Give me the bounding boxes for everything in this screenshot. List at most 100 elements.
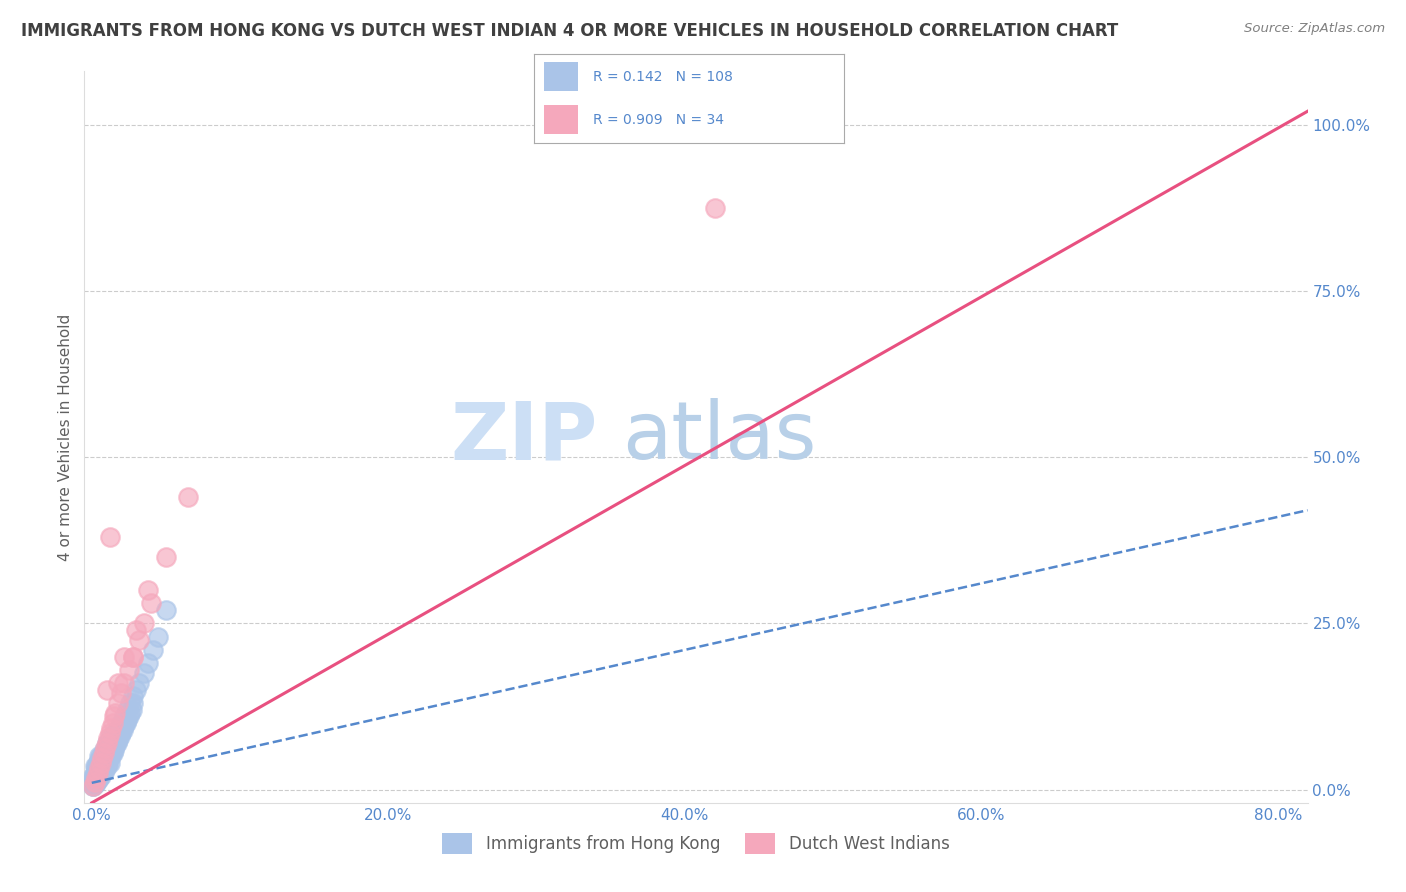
Point bbox=[96, 749, 118, 764]
Point bbox=[120, 696, 142, 710]
Point bbox=[103, 742, 125, 756]
Point bbox=[107, 723, 129, 737]
Point bbox=[96, 759, 118, 773]
Point bbox=[112, 676, 135, 690]
Point bbox=[142, 643, 165, 657]
Point bbox=[98, 726, 121, 740]
Point bbox=[108, 729, 131, 743]
Point bbox=[128, 676, 150, 690]
Point bbox=[90, 753, 112, 767]
Point bbox=[155, 603, 177, 617]
Point bbox=[100, 722, 122, 736]
Point bbox=[97, 731, 120, 745]
Point bbox=[90, 763, 112, 777]
Point bbox=[104, 739, 127, 754]
Point bbox=[84, 759, 107, 773]
Point bbox=[98, 756, 121, 770]
Point bbox=[118, 663, 141, 677]
Point bbox=[100, 749, 122, 764]
Point bbox=[91, 759, 114, 773]
Point bbox=[89, 765, 111, 780]
Point bbox=[90, 763, 112, 777]
Point bbox=[84, 771, 107, 785]
Point bbox=[94, 763, 117, 777]
Point bbox=[89, 749, 111, 764]
Point bbox=[97, 739, 120, 754]
Point bbox=[98, 530, 121, 544]
Point bbox=[122, 649, 145, 664]
Point bbox=[155, 549, 177, 564]
Point bbox=[84, 769, 107, 783]
Point bbox=[104, 729, 127, 743]
Point bbox=[97, 746, 120, 760]
Point bbox=[93, 749, 115, 764]
Point bbox=[93, 756, 115, 770]
Text: R = 0.142   N = 108: R = 0.142 N = 108 bbox=[593, 70, 733, 84]
Point bbox=[89, 763, 111, 777]
Y-axis label: 4 or more Vehicles in Household: 4 or more Vehicles in Household bbox=[58, 313, 73, 561]
Point bbox=[83, 776, 105, 790]
Point bbox=[148, 630, 170, 644]
Point bbox=[84, 772, 107, 787]
Text: R = 0.909   N = 34: R = 0.909 N = 34 bbox=[593, 112, 724, 127]
Point bbox=[93, 764, 115, 778]
Bar bbox=[544, 62, 578, 91]
Point bbox=[96, 749, 118, 764]
Point bbox=[101, 716, 124, 731]
Point bbox=[82, 772, 104, 787]
Point bbox=[101, 736, 124, 750]
Point bbox=[107, 732, 129, 747]
Point bbox=[118, 709, 141, 723]
Point bbox=[104, 726, 127, 740]
Point bbox=[105, 726, 128, 740]
Point bbox=[91, 756, 114, 770]
Point bbox=[128, 632, 150, 647]
Point bbox=[83, 777, 105, 791]
Point bbox=[115, 716, 138, 731]
Point bbox=[83, 774, 105, 789]
Point bbox=[107, 696, 129, 710]
Point bbox=[125, 682, 148, 697]
Point bbox=[86, 765, 108, 780]
Point bbox=[82, 769, 104, 783]
Bar bbox=[544, 105, 578, 134]
Point bbox=[83, 759, 105, 773]
Point bbox=[96, 682, 118, 697]
Point bbox=[117, 703, 139, 717]
Point bbox=[91, 749, 114, 764]
Point bbox=[100, 739, 122, 754]
Point bbox=[103, 732, 125, 747]
Point bbox=[125, 623, 148, 637]
Point bbox=[89, 761, 111, 775]
Point bbox=[91, 750, 114, 764]
Point bbox=[93, 746, 115, 760]
Point bbox=[83, 765, 105, 780]
Point bbox=[82, 776, 104, 790]
Point bbox=[86, 763, 108, 777]
Point bbox=[86, 769, 108, 783]
Point bbox=[100, 739, 122, 754]
Point bbox=[86, 769, 108, 783]
Point bbox=[136, 582, 159, 597]
Point bbox=[132, 616, 155, 631]
Point bbox=[84, 772, 107, 787]
Point bbox=[83, 774, 105, 789]
Point bbox=[84, 763, 107, 777]
Point bbox=[90, 749, 112, 764]
Point bbox=[105, 736, 128, 750]
Point bbox=[98, 742, 121, 756]
Point bbox=[94, 746, 117, 760]
Point bbox=[98, 736, 121, 750]
Point bbox=[94, 753, 117, 767]
Point bbox=[83, 771, 105, 785]
Legend: Immigrants from Hong Kong, Dutch West Indians: Immigrants from Hong Kong, Dutch West In… bbox=[436, 827, 956, 860]
Point bbox=[90, 756, 112, 770]
Point bbox=[93, 756, 115, 770]
Point bbox=[101, 736, 124, 750]
Point bbox=[139, 596, 162, 610]
Point bbox=[86, 756, 108, 770]
Point bbox=[136, 656, 159, 670]
Point bbox=[89, 756, 111, 770]
Point bbox=[122, 649, 145, 664]
Text: ZIP: ZIP bbox=[451, 398, 598, 476]
